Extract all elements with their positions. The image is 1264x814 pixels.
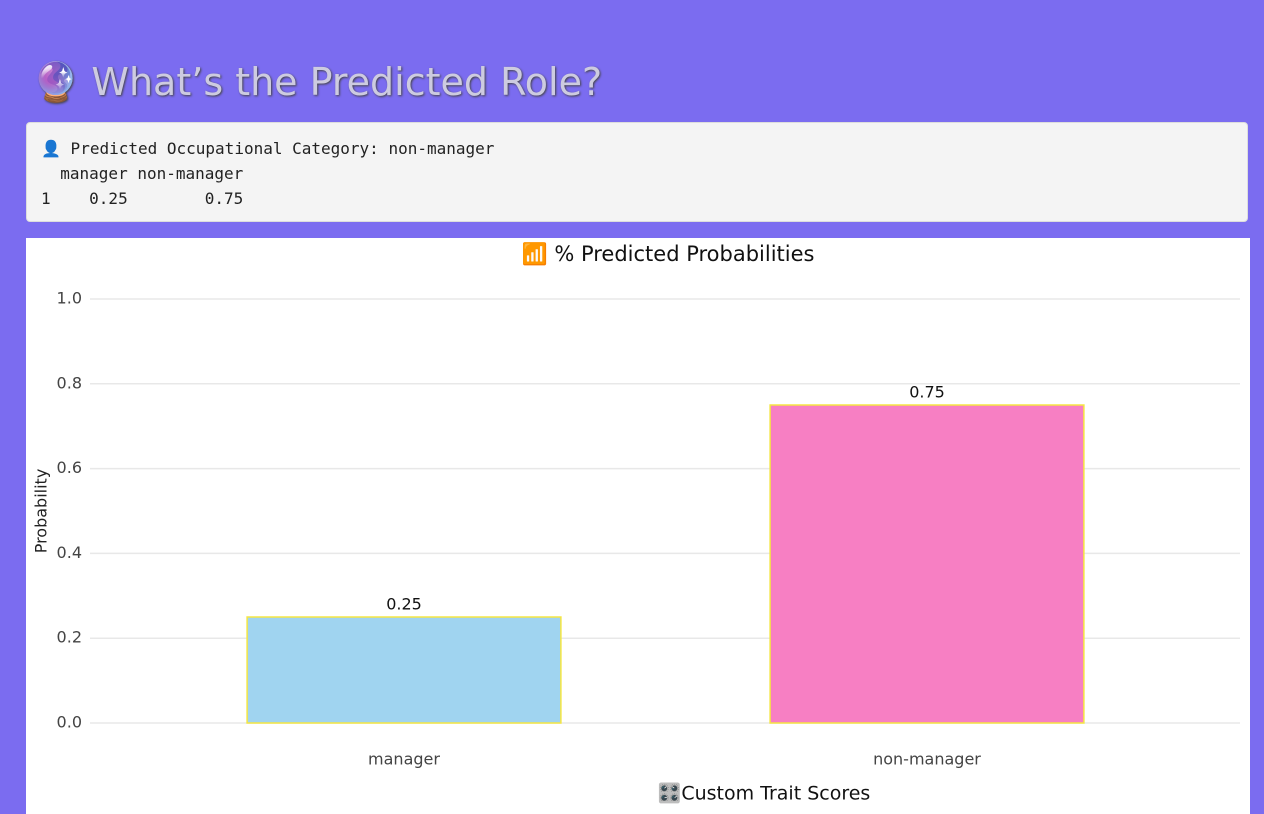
- y-axis-label: Probability: [32, 469, 51, 554]
- y-tick-label: 0.0: [57, 713, 82, 732]
- chart-title: 📶 % Predicted Probabilities: [522, 241, 815, 266]
- output-panel: 👤 Predicted Occupational Category: non-m…: [26, 122, 1248, 222]
- value-label: 0.75: [909, 383, 945, 402]
- output-line: manager non-manager: [41, 164, 244, 183]
- y-tick-label: 1.0: [57, 289, 82, 308]
- output-line: 👤 Predicted Occupational Category: non-m…: [41, 139, 495, 158]
- bar: [769, 404, 1085, 724]
- section-title: 🎛️Custom Trait Scores: [658, 782, 871, 805]
- y-tick-label: 0.4: [57, 543, 82, 562]
- x-tick-label: non-manager: [873, 750, 981, 769]
- y-tick-label: 0.6: [57, 458, 82, 477]
- bar: [246, 616, 562, 724]
- y-tick-label: 0.8: [57, 373, 82, 392]
- x-tick-label: manager: [368, 750, 440, 769]
- value-label: 0.25: [386, 595, 422, 614]
- output-line: 1 0.25 0.75: [41, 189, 244, 208]
- page-title: 🔮 What’s the Predicted Role?: [32, 60, 603, 104]
- y-tick-label: 0.2: [57, 628, 82, 647]
